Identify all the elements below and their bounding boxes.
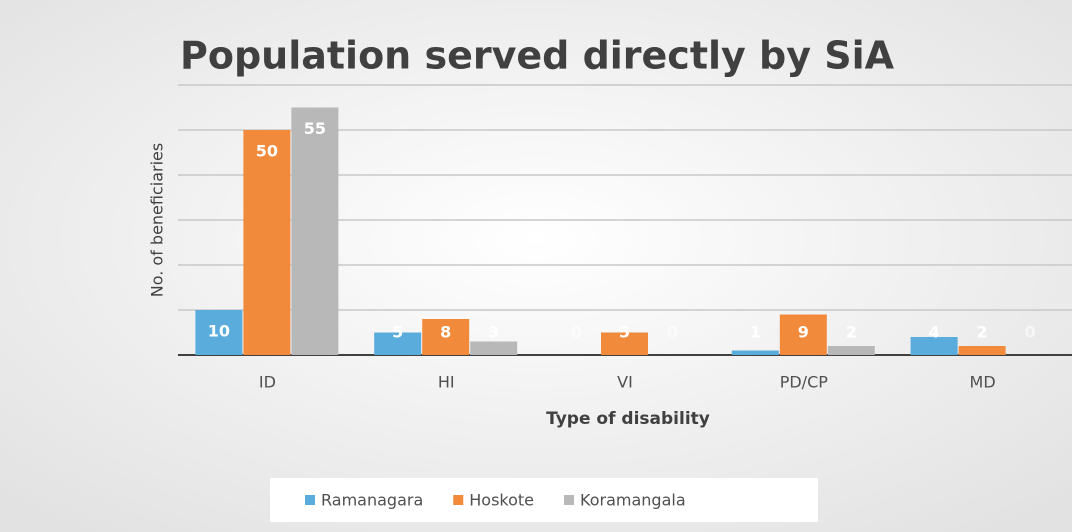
data-label: 50	[256, 142, 278, 161]
legend-swatch	[305, 495, 315, 505]
chart-title: Population served directly by SiA	[180, 34, 895, 78]
x-tick-label: HI	[438, 373, 455, 392]
bar	[291, 107, 339, 355]
x-tick-label: MD	[970, 373, 996, 392]
x-tick-label: PD/CP	[780, 373, 829, 392]
y-axis-label: No. of beneficiaries	[148, 143, 167, 297]
x-tick-label: ID	[259, 373, 276, 392]
data-label: 8	[440, 323, 451, 342]
data-label: 0	[1025, 323, 1036, 342]
bar	[195, 310, 243, 355]
data-label: 3	[488, 323, 499, 342]
bar	[422, 319, 470, 355]
legend-swatch	[564, 495, 575, 505]
data-label: 0	[667, 323, 678, 342]
bar	[827, 346, 875, 355]
data-label: 9	[798, 323, 809, 342]
bar	[470, 341, 518, 355]
bar	[601, 332, 648, 355]
legend-label: Koramangala	[580, 491, 686, 510]
data-label: 4	[929, 323, 940, 342]
bar	[910, 337, 958, 355]
legend-label: Ramanagara	[321, 491, 423, 510]
data-label: 2	[977, 323, 988, 342]
x-tick-label: VI	[617, 373, 633, 392]
legend-swatch	[453, 495, 464, 505]
data-label: 0	[571, 323, 582, 342]
bar	[731, 350, 779, 355]
bar	[779, 314, 827, 355]
bar	[958, 346, 1006, 355]
data-label: 10	[208, 322, 230, 341]
data-label: 1	[750, 323, 761, 342]
data-label: 2	[846, 323, 857, 342]
data-label: 5	[619, 323, 630, 342]
data-label: 55	[304, 119, 326, 138]
legend-label: Hoskote	[469, 491, 534, 510]
x-axis-label: Type of disability	[546, 409, 710, 429]
bar	[374, 332, 422, 355]
data-label: 5	[392, 323, 403, 342]
bar	[243, 130, 291, 355]
legend-box	[270, 478, 818, 522]
